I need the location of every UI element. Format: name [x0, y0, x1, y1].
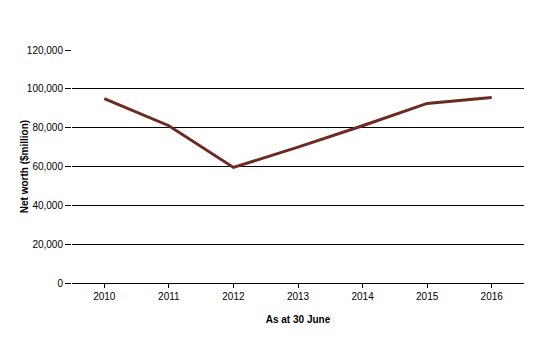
- svg-text:2011: 2011: [158, 291, 180, 302]
- svg-text:2010: 2010: [93, 291, 116, 302]
- svg-text:0: 0: [57, 278, 63, 289]
- svg-text:2013: 2013: [287, 291, 310, 302]
- svg-text:2015: 2015: [416, 291, 439, 302]
- svg-text:120,000: 120,000: [27, 45, 64, 56]
- svg-text:2014: 2014: [351, 291, 374, 302]
- svg-text:Net worth ($million): Net worth ($million): [19, 120, 30, 213]
- svg-text:20,000: 20,000: [32, 239, 63, 250]
- svg-text:2012: 2012: [222, 291, 245, 302]
- svg-text:80,000: 80,000: [32, 122, 63, 133]
- svg-text:40,000: 40,000: [32, 200, 63, 211]
- svg-text:60,000: 60,000: [32, 161, 63, 172]
- svg-text:100,000: 100,000: [27, 83, 64, 94]
- svg-text:2016: 2016: [481, 291, 504, 302]
- svg-text:As at 30 June: As at 30 June: [266, 314, 331, 325]
